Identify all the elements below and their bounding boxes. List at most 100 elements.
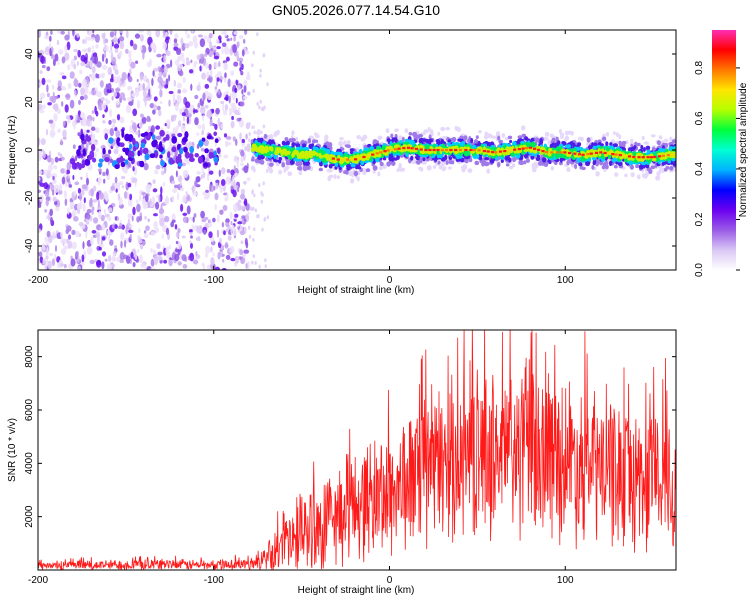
noise-speckle bbox=[131, 177, 138, 183]
noise-speckle bbox=[259, 73, 262, 78]
noise-speckle bbox=[143, 162, 149, 171]
noise-speckle bbox=[67, 240, 73, 249]
noise-speckle bbox=[96, 73, 100, 79]
peak-mark bbox=[521, 147, 525, 150]
noise-speckle bbox=[237, 186, 240, 193]
band-speckle bbox=[194, 153, 199, 158]
noise-speckle bbox=[222, 204, 228, 212]
noise-speckle bbox=[149, 198, 152, 206]
noise-speckle bbox=[182, 196, 187, 203]
noise-speckle bbox=[107, 66, 113, 76]
signal-speckle bbox=[660, 167, 664, 171]
noise-speckle bbox=[150, 42, 156, 50]
noise-speckle bbox=[223, 230, 226, 236]
noise-speckle bbox=[66, 41, 71, 51]
noise-speckle bbox=[46, 84, 49, 93]
spectrogram-y-tick-label: 40 bbox=[24, 48, 35, 60]
peak-mark bbox=[525, 147, 529, 150]
figure-title: GN05.2026.077.14.54.G10 bbox=[272, 2, 440, 18]
noise-speckle bbox=[173, 42, 179, 47]
noise-speckle bbox=[213, 61, 219, 69]
noise-speckle bbox=[57, 86, 62, 92]
noise-speckle bbox=[159, 89, 163, 98]
peak-mark bbox=[346, 158, 350, 161]
noise-speckle bbox=[52, 179, 57, 184]
peak-mark bbox=[490, 151, 495, 154]
signal-speckle bbox=[350, 178, 355, 184]
signal-speckle bbox=[404, 128, 409, 134]
noise-speckle bbox=[83, 197, 86, 204]
peak-mark bbox=[568, 151, 572, 155]
noise-speckle bbox=[204, 217, 209, 220]
noise-speckle bbox=[222, 103, 225, 112]
noise-speckle bbox=[230, 220, 233, 226]
colorbar-tick-label: 0.0 bbox=[694, 263, 705, 277]
noise-speckle bbox=[119, 41, 125, 50]
noise-speckle bbox=[66, 225, 72, 232]
noise-speckle bbox=[156, 105, 161, 111]
signal-speckle bbox=[278, 156, 283, 161]
signal-speckle bbox=[524, 154, 528, 158]
signal-speckle bbox=[530, 155, 535, 160]
signal-speckle bbox=[507, 135, 513, 140]
band-speckle bbox=[82, 148, 86, 157]
noise-speckle bbox=[100, 74, 105, 79]
noise-speckle bbox=[139, 123, 143, 129]
noise-speckle bbox=[165, 246, 170, 256]
band-speckle bbox=[97, 162, 103, 168]
signal-speckle bbox=[365, 168, 371, 173]
noise-speckle bbox=[235, 79, 238, 86]
noise-speckle bbox=[165, 50, 171, 57]
signal-speckle bbox=[457, 138, 462, 142]
noise-speckle bbox=[129, 193, 133, 201]
signal-speckle bbox=[588, 146, 593, 150]
noise-speckle bbox=[155, 125, 161, 130]
colorbar-tick-label: 0.6 bbox=[694, 111, 705, 125]
noise-speckle bbox=[125, 255, 131, 264]
noise-speckle bbox=[118, 181, 124, 186]
noise-speckle bbox=[205, 252, 208, 258]
signal-speckle bbox=[257, 129, 260, 134]
signal-speckle bbox=[643, 141, 649, 145]
noise-speckle bbox=[149, 103, 154, 109]
noise-speckle bbox=[138, 215, 143, 222]
band-speckle bbox=[188, 157, 195, 163]
noise-speckle bbox=[162, 182, 166, 187]
noise-speckle bbox=[236, 160, 239, 168]
noise-speckle bbox=[114, 69, 119, 75]
noise-speckle bbox=[44, 190, 50, 197]
signal-speckle bbox=[437, 160, 441, 165]
signal-speckle bbox=[281, 162, 286, 168]
signal-speckle bbox=[474, 160, 480, 166]
noise-speckle bbox=[46, 247, 49, 256]
signal-speckle bbox=[640, 144, 644, 150]
band-speckle bbox=[175, 155, 179, 164]
noise-speckle bbox=[266, 161, 270, 166]
noise-speckle bbox=[207, 77, 212, 82]
noise-speckle bbox=[197, 34, 203, 38]
signal-speckle bbox=[344, 144, 350, 148]
noise-speckle bbox=[220, 179, 226, 186]
noise-speckle bbox=[147, 218, 150, 223]
noise-speckle bbox=[44, 263, 48, 270]
signal-speckle bbox=[656, 171, 661, 177]
signal-speckle bbox=[372, 165, 378, 171]
signal-speckle bbox=[566, 167, 571, 173]
noise-speckle bbox=[233, 36, 236, 42]
noise-speckle bbox=[215, 181, 219, 190]
noise-speckle bbox=[168, 90, 174, 95]
peak-mark bbox=[646, 156, 650, 159]
noise-speckle bbox=[177, 228, 181, 233]
signal-speckle bbox=[544, 137, 549, 141]
noise-speckle bbox=[46, 156, 52, 163]
noise-speckle bbox=[92, 185, 97, 192]
noise-speckle bbox=[127, 86, 131, 91]
noise-speckle bbox=[101, 261, 105, 270]
signal-speckle bbox=[357, 166, 362, 170]
noise-speckle bbox=[212, 123, 215, 127]
noise-speckle bbox=[102, 120, 106, 124]
noise-speckle bbox=[186, 33, 191, 39]
noise-speckle bbox=[237, 221, 243, 225]
noise-speckle bbox=[60, 30, 65, 35]
